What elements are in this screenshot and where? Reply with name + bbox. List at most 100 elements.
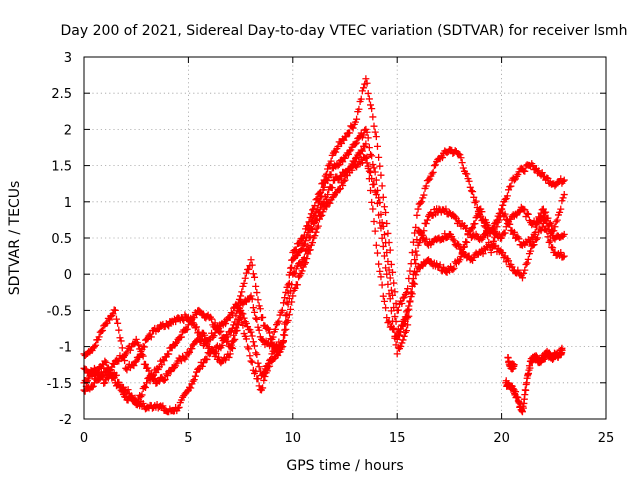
data-point-interp <box>367 187 375 195</box>
data-point-interp <box>418 229 426 237</box>
data-point-interp <box>141 383 149 391</box>
data-point-interp <box>402 289 410 297</box>
data-point-interp <box>364 134 372 142</box>
data-point-interp <box>327 171 335 179</box>
data-point-interp <box>545 238 553 246</box>
data-point-interp <box>139 400 147 408</box>
data-point-interp <box>382 304 390 312</box>
data-point-interp <box>559 177 567 185</box>
data-point-interp <box>398 299 406 307</box>
data-point <box>164 372 172 380</box>
data-point-interp <box>353 115 361 123</box>
data-point-interp <box>546 237 554 245</box>
data-point-interp <box>346 147 354 155</box>
data-point-interp <box>390 326 398 334</box>
data-point-interp <box>266 329 274 337</box>
data-point-interp <box>521 206 529 214</box>
data-point-interp <box>420 191 428 199</box>
data-point-interp <box>531 228 539 236</box>
y-tick-label: 3 <box>64 51 72 66</box>
data-point-interp <box>188 345 196 353</box>
data-point-interp <box>284 317 292 325</box>
data-point-interp <box>387 286 395 294</box>
data-point-interp <box>335 185 343 193</box>
data-point-interp <box>413 251 421 259</box>
data-point-interp <box>201 331 209 339</box>
data-point <box>560 252 568 260</box>
data-point-interp <box>342 133 350 141</box>
data-point-interp <box>544 233 552 241</box>
data-point-interp <box>367 169 375 177</box>
data-point-interp <box>378 234 386 242</box>
data-point-interp <box>318 180 326 188</box>
data-point-interp <box>260 376 268 384</box>
data-point-interp <box>522 386 530 394</box>
data-point-interp <box>334 142 342 150</box>
series-track-4 <box>80 140 568 409</box>
data-point-interp <box>378 182 386 190</box>
data-point-interp <box>360 84 368 92</box>
data-point-interp <box>110 360 118 368</box>
data-point-interp <box>264 325 272 333</box>
data-point-interp <box>266 362 274 370</box>
data-point <box>90 343 98 351</box>
data-point-interp <box>379 242 387 250</box>
data-point-interp <box>340 177 348 185</box>
data-point-interp <box>102 358 110 366</box>
data-point-interp <box>230 331 238 339</box>
data-point-interp <box>259 370 267 378</box>
data-point-interp <box>209 333 217 341</box>
data-point-interp <box>270 355 278 363</box>
data-point-interp <box>303 255 311 263</box>
data-point-interp <box>238 288 246 296</box>
data-point-interp <box>376 162 384 170</box>
data-point-interp <box>535 218 543 226</box>
data-point-interp <box>239 310 247 318</box>
data-point <box>383 270 391 278</box>
data-point-interp <box>318 211 326 219</box>
data-point-interp <box>390 279 398 287</box>
data-point <box>456 256 464 264</box>
data-point-interp <box>117 337 125 345</box>
data-point-interp <box>211 319 219 327</box>
data-point-interp <box>154 325 162 333</box>
data-points <box>80 75 568 416</box>
data-point-interp <box>304 250 312 258</box>
data-point-interp <box>384 229 392 237</box>
data-point-interp <box>170 363 178 371</box>
data-point-interp <box>147 333 155 341</box>
data-point-interp <box>380 203 388 211</box>
data-point-interp <box>551 223 559 231</box>
data-point-interp <box>256 305 264 313</box>
data-point-interp <box>367 101 375 109</box>
data-point <box>372 191 380 199</box>
data-point-interp <box>521 266 529 274</box>
data-point-interp <box>334 162 342 170</box>
data-point-interp <box>505 186 513 194</box>
data-point-interp <box>391 288 399 296</box>
data-point-interp <box>357 95 365 103</box>
data-point-interp <box>198 362 206 370</box>
data-point-interp <box>385 317 393 325</box>
data-point-interp <box>239 282 247 290</box>
data-point-interp <box>140 343 148 351</box>
data-point-interp <box>280 299 288 307</box>
data-point-interp <box>288 298 296 306</box>
data-point-interp <box>510 228 518 236</box>
data-point-interp <box>505 257 513 265</box>
data-point-interp <box>536 217 544 225</box>
y-tick-label: 0.5 <box>51 232 72 247</box>
data-point-interp <box>501 195 509 203</box>
data-point <box>529 234 537 242</box>
data-point-interp <box>254 359 262 367</box>
data-point-interp <box>191 372 199 380</box>
data-point-interp <box>467 225 475 233</box>
data-point-interp <box>459 164 467 172</box>
data-point-interp <box>438 154 446 162</box>
data-point-interp <box>373 249 381 257</box>
data-point-interp <box>365 95 373 103</box>
data-point-interp <box>322 203 330 211</box>
data-point-interp <box>186 348 194 356</box>
data-point-interp <box>253 315 261 323</box>
data-point-interp <box>269 333 277 341</box>
